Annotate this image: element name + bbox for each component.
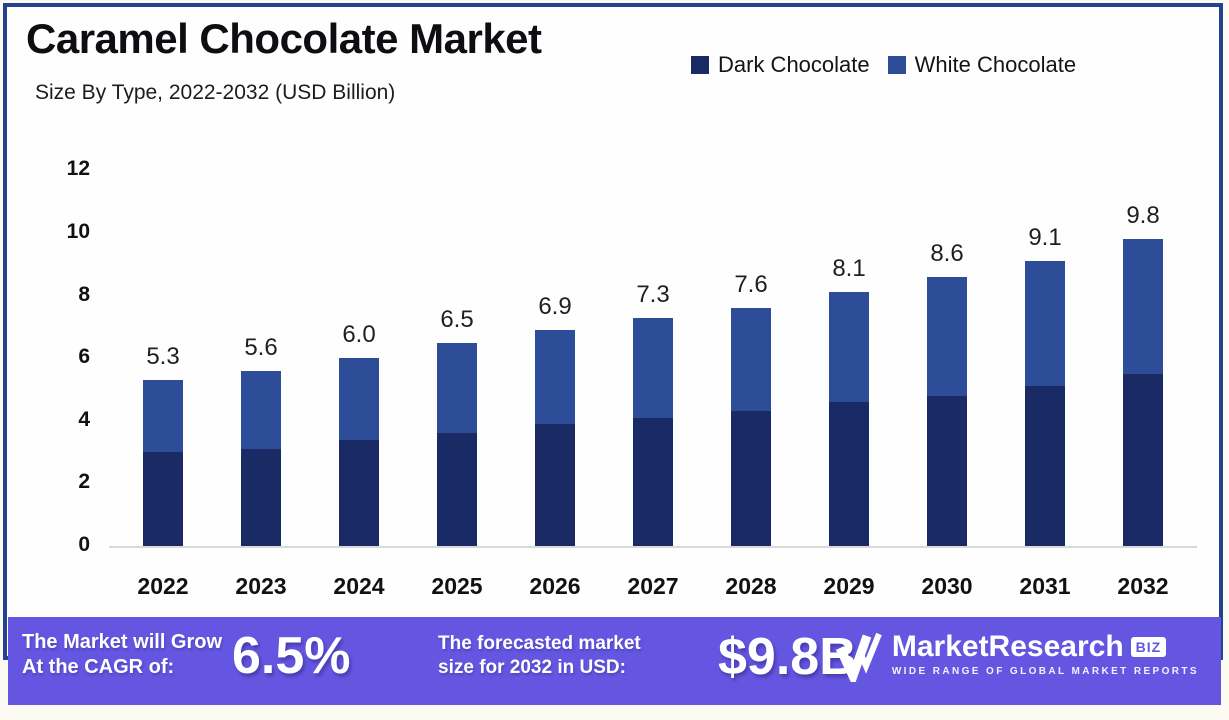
bar-segment-dark-chocolate-2028 (731, 411, 771, 546)
dark-chocolate-swatch-icon (691, 56, 709, 74)
legend: Dark Chocolate White Chocolate (691, 52, 1076, 78)
logo-name: MarketResearch (891, 630, 1124, 663)
y-axis-tick-label: 12 (66, 157, 90, 181)
bar-total-label-2025: 6.5 (440, 305, 474, 333)
bar-segment-white-chocolate-2024 (339, 358, 379, 440)
y-axis-tick-label: 6 (78, 345, 90, 369)
bar-segment-white-chocolate-2027 (633, 317, 673, 418)
x-axis-label-2022: 2022 (137, 573, 189, 599)
x-axis-label-2026: 2026 (529, 573, 581, 599)
marketresearch-logo: MarketResearch BIZ WIDE RANGE OF GLOBAL … (835, 630, 1199, 688)
cagr-value: 6.5% (232, 627, 351, 685)
bar-segment-white-chocolate-2026 (535, 330, 575, 424)
bar-segment-dark-chocolate-2025 (437, 433, 477, 546)
bar-segment-dark-chocolate-2031 (1025, 386, 1065, 546)
bar-segment-dark-chocolate-2023 (241, 448, 281, 546)
x-axis-label-2031: 2031 (1019, 573, 1071, 599)
white-chocolate-swatch-icon (887, 56, 906, 74)
logo-tagline: WIDE RANGE OF GLOBAL MARKET REPORTS (891, 666, 1199, 677)
y-axis-tick-label: 0 (78, 533, 90, 556)
bar-segment-white-chocolate-2032 (1123, 239, 1163, 374)
bar-segment-white-chocolate-2022 (143, 380, 183, 453)
logo-biz-badge: BIZ (1130, 637, 1167, 657)
y-axis-tick-label: 4 (78, 407, 90, 431)
bar-total-label-2030: 8.6 (930, 239, 964, 267)
bar-total-label-2022: 5.3 (146, 343, 180, 371)
bar-segment-white-chocolate-2029 (829, 292, 869, 403)
footer-banner: The Market will Grow At the CAGR of: 6.5… (8, 617, 1221, 705)
bar-total-label-2029: 8.1 (832, 255, 866, 283)
legend-label: White Chocolate (914, 52, 1077, 77)
bar-segment-white-chocolate-2031 (1025, 261, 1065, 387)
y-axis-tick-label: 2 (78, 470, 90, 494)
bar-total-label-2023: 5.6 (244, 333, 278, 361)
bar-segment-dark-chocolate-2024 (339, 439, 379, 546)
cagr-label: The Market will Grow At the CAGR of: (22, 630, 222, 680)
forecast-value: $9.8B (718, 628, 857, 686)
chart-card: Caramel Chocolate Market Size By Type, 2… (3, 3, 1223, 660)
bar-segment-white-chocolate-2030 (927, 276, 967, 396)
page-subtitle: Size By Type, 2022-2032 (USD Billion) (35, 81, 396, 104)
bar-total-label-2032: 9.8 (1126, 202, 1160, 230)
y-axis-tick-label: 10 (66, 220, 90, 243)
x-axis-label-2030: 2030 (921, 573, 973, 599)
legend-label: Dark Chocolate (718, 52, 870, 77)
x-axis-baseline (109, 546, 1197, 548)
cagr-label-line1: The Market will Grow (22, 631, 223, 653)
bar-segment-dark-chocolate-2026 (535, 423, 575, 546)
x-axis-label-2027: 2027 (627, 573, 679, 599)
logo-text: MarketResearch BIZ WIDE RANGE OF GLOBAL … (892, 630, 1199, 677)
legend-item-white-chocolate: White Chocolate (887, 52, 1077, 78)
bar-segment-white-chocolate-2025 (437, 342, 477, 434)
x-axis-label-2028: 2028 (725, 573, 777, 599)
bar-segment-white-chocolate-2028 (731, 308, 771, 412)
cagr-label-line2: At the CAGR of: (22, 656, 175, 678)
bar-segment-dark-chocolate-2022 (143, 452, 183, 546)
forecast-label-line2: size for 2032 in USD: (438, 657, 626, 678)
bar-segment-white-chocolate-2023 (241, 370, 281, 449)
y-axis-tick-label: 8 (78, 282, 90, 306)
forecast-label: The forecasted market size for 2032 in U… (438, 632, 641, 680)
bar-total-label-2028: 7.6 (734, 271, 768, 299)
bar-total-label-2026: 6.9 (538, 293, 572, 321)
legend-item-dark-chocolate: Dark Chocolate (691, 52, 870, 78)
bar-chart-plot-area: 5.3 2022 5.6 2023 6.0 2024 6.5 2025 6.9 2026 7.3 20… (101, 160, 1201, 610)
bar-segment-dark-chocolate-2027 (633, 417, 673, 546)
x-axis-label-2025: 2025 (431, 573, 483, 599)
bar-total-label-2031: 9.1 (1028, 224, 1062, 252)
bar-total-label-2027: 7.3 (636, 280, 670, 308)
x-axis-label-2032: 2032 (1117, 573, 1169, 599)
forecast-label-line1: The forecasted market (438, 633, 641, 654)
bar-total-label-2024: 6.0 (342, 321, 376, 349)
page-title: Caramel Chocolate Market (26, 15, 542, 62)
bar-segment-dark-chocolate-2029 (829, 402, 869, 546)
x-axis-label-2029: 2029 (823, 573, 875, 599)
double-checkmark-icon (835, 630, 882, 688)
x-axis-label-2024: 2024 (333, 573, 385, 599)
bar-segment-dark-chocolate-2030 (927, 395, 967, 546)
x-axis-label-2023: 2023 (235, 573, 287, 599)
bar-segment-dark-chocolate-2032 (1123, 373, 1163, 546)
